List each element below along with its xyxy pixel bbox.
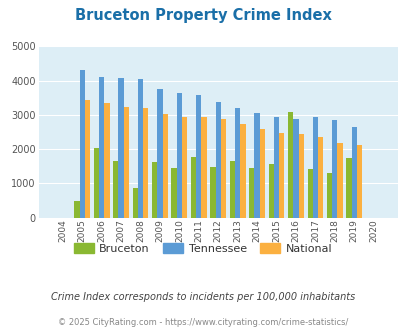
- Bar: [345, 158, 351, 218]
- Bar: [181, 116, 187, 218]
- Bar: [143, 108, 148, 218]
- Bar: [356, 145, 361, 218]
- Bar: [118, 78, 124, 218]
- Bar: [157, 89, 162, 218]
- Bar: [288, 112, 292, 218]
- Bar: [312, 117, 317, 218]
- Bar: [337, 143, 342, 218]
- Bar: [298, 134, 303, 218]
- Bar: [273, 116, 279, 218]
- Bar: [74, 201, 79, 218]
- Bar: [317, 138, 322, 218]
- Bar: [85, 100, 90, 218]
- Bar: [234, 108, 240, 218]
- Bar: [171, 168, 176, 218]
- Bar: [201, 117, 206, 218]
- Bar: [292, 119, 298, 218]
- Text: © 2025 CityRating.com - https://www.cityrating.com/crime-statistics/: © 2025 CityRating.com - https://www.city…: [58, 318, 347, 327]
- Bar: [162, 114, 167, 218]
- Text: Bruceton Property Crime Index: Bruceton Property Crime Index: [75, 8, 330, 23]
- Bar: [268, 164, 273, 218]
- Bar: [259, 129, 264, 218]
- Bar: [307, 169, 312, 218]
- Bar: [132, 188, 138, 218]
- Bar: [326, 173, 331, 218]
- Bar: [215, 103, 220, 218]
- Bar: [124, 107, 129, 218]
- Bar: [113, 161, 118, 218]
- Bar: [254, 113, 259, 218]
- Bar: [249, 168, 254, 218]
- Bar: [152, 162, 157, 218]
- Bar: [138, 79, 143, 218]
- Bar: [196, 95, 201, 218]
- Bar: [210, 167, 215, 218]
- Bar: [279, 133, 284, 218]
- Bar: [220, 119, 226, 218]
- Bar: [229, 161, 234, 218]
- Legend: Bruceton, Tennessee, National: Bruceton, Tennessee, National: [69, 239, 336, 258]
- Bar: [351, 127, 356, 218]
- Bar: [99, 77, 104, 218]
- Bar: [79, 70, 85, 218]
- Bar: [94, 148, 99, 218]
- Bar: [104, 103, 109, 218]
- Bar: [240, 124, 245, 218]
- Bar: [190, 157, 196, 218]
- Bar: [331, 120, 337, 218]
- Text: Crime Index corresponds to incidents per 100,000 inhabitants: Crime Index corresponds to incidents per…: [51, 292, 354, 302]
- Bar: [176, 92, 181, 218]
